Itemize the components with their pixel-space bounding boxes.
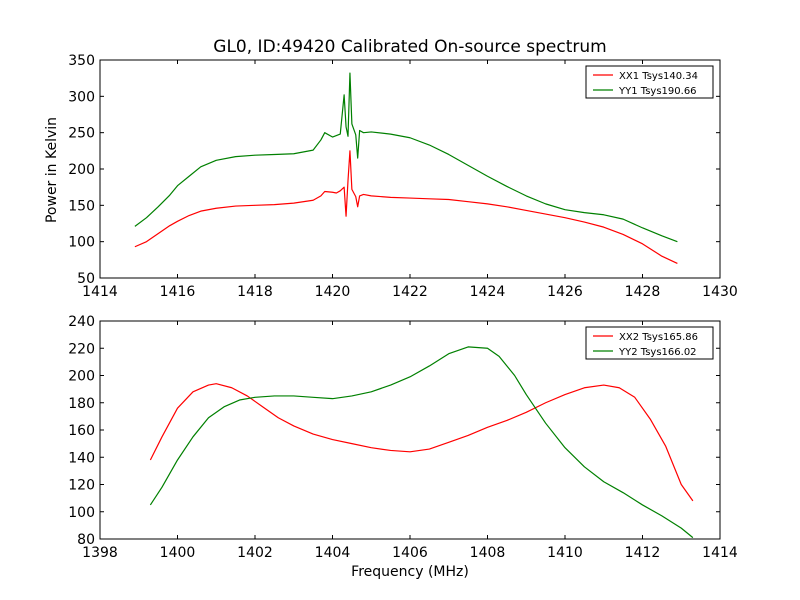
- top-x-tick-label: 1430: [702, 284, 738, 300]
- bottom-x-tick-label: 1414: [702, 545, 738, 561]
- bottom-y-tick-label: 80: [77, 532, 95, 548]
- bottom-legend-label-2: YY2 Tsys166.02: [618, 347, 697, 358]
- bottom-y-tick-label: 180: [68, 396, 95, 412]
- bottom-series-line-1: [149, 383, 694, 502]
- bottom-y-tick-label: 240: [68, 314, 95, 330]
- bottom-x-tick-label: 1410: [547, 545, 583, 561]
- top-x-tick-label: 1422: [392, 284, 428, 300]
- bottom-series-line-2: [149, 346, 694, 539]
- top-y-tick-label: 300: [68, 89, 95, 105]
- bottom-x-tick-label: 1404: [315, 545, 351, 561]
- top-legend: XX1 Tsys140.34 YY1 Tsys190.66: [585, 65, 714, 99]
- bottom-y-tick-label: 220: [68, 341, 95, 357]
- bottom-panel: 1398 1400 1402 1404 1406 1408 1410 1412 1414 80 10…: [68, 314, 738, 561]
- top-series-line-1: [134, 150, 678, 265]
- top-y-axis-label: Power in Kelvin: [44, 117, 60, 223]
- top-legend-label-2: YY1 Tsys190.66: [618, 86, 697, 97]
- bottom-y-tick-label: 100: [68, 505, 95, 521]
- bottom-x-tick-label: 1400: [160, 545, 196, 561]
- top-x-tick-label: 1416: [160, 284, 196, 300]
- bottom-legend-label-1: XX2 Tsys165.86: [619, 332, 698, 343]
- top-series-line-2: [134, 72, 678, 243]
- top-x-tick-label: 1426: [547, 284, 583, 300]
- bottom-x-axis-label: Frequency (MHz): [351, 564, 469, 580]
- bottom-legend: XX2 Tsys165.86 YY2 Tsys166.02: [585, 326, 714, 360]
- top-x-tick-label: 1424: [470, 284, 506, 300]
- chart-title: GL0, ID:49420 Calibrated On-source spect…: [213, 37, 606, 57]
- top-x-tick-label: 1428: [625, 284, 661, 300]
- top-x-tick-label: 1420: [315, 284, 351, 300]
- top-y-tick-label: 250: [68, 126, 95, 142]
- bottom-y-tick-label: 160: [68, 423, 95, 439]
- bottom-y-tick-label: 120: [68, 478, 95, 494]
- top-y-tick-label: 150: [68, 198, 95, 214]
- top-x-tick-label: 1418: [237, 284, 273, 300]
- bottom-x-tick-label: 1402: [237, 545, 273, 561]
- bottom-x-tick-label: 1406: [392, 545, 428, 561]
- top-x-tick-label: 1414: [82, 284, 118, 300]
- top-y-tick-label: 350: [68, 53, 95, 69]
- bottom-y-tick-label: 200: [68, 369, 95, 385]
- bottom-x-tick-label: 1412: [625, 545, 661, 561]
- bottom-x-tick-label: 1408: [470, 545, 506, 561]
- top-legend-label-1: XX1 Tsys140.34: [619, 71, 698, 82]
- top-y-tick-label: 200: [68, 162, 95, 178]
- bottom-x-tick-label: 1398: [82, 545, 118, 561]
- top-y-tick-label: 100: [68, 235, 95, 251]
- top-panel: 1414 1416 1418 1420 1422 1424 1426 1428 1430 50 10…: [68, 53, 738, 300]
- bottom-y-tick-label: 140: [68, 450, 95, 466]
- top-y-tick-label: 50: [77, 271, 95, 287]
